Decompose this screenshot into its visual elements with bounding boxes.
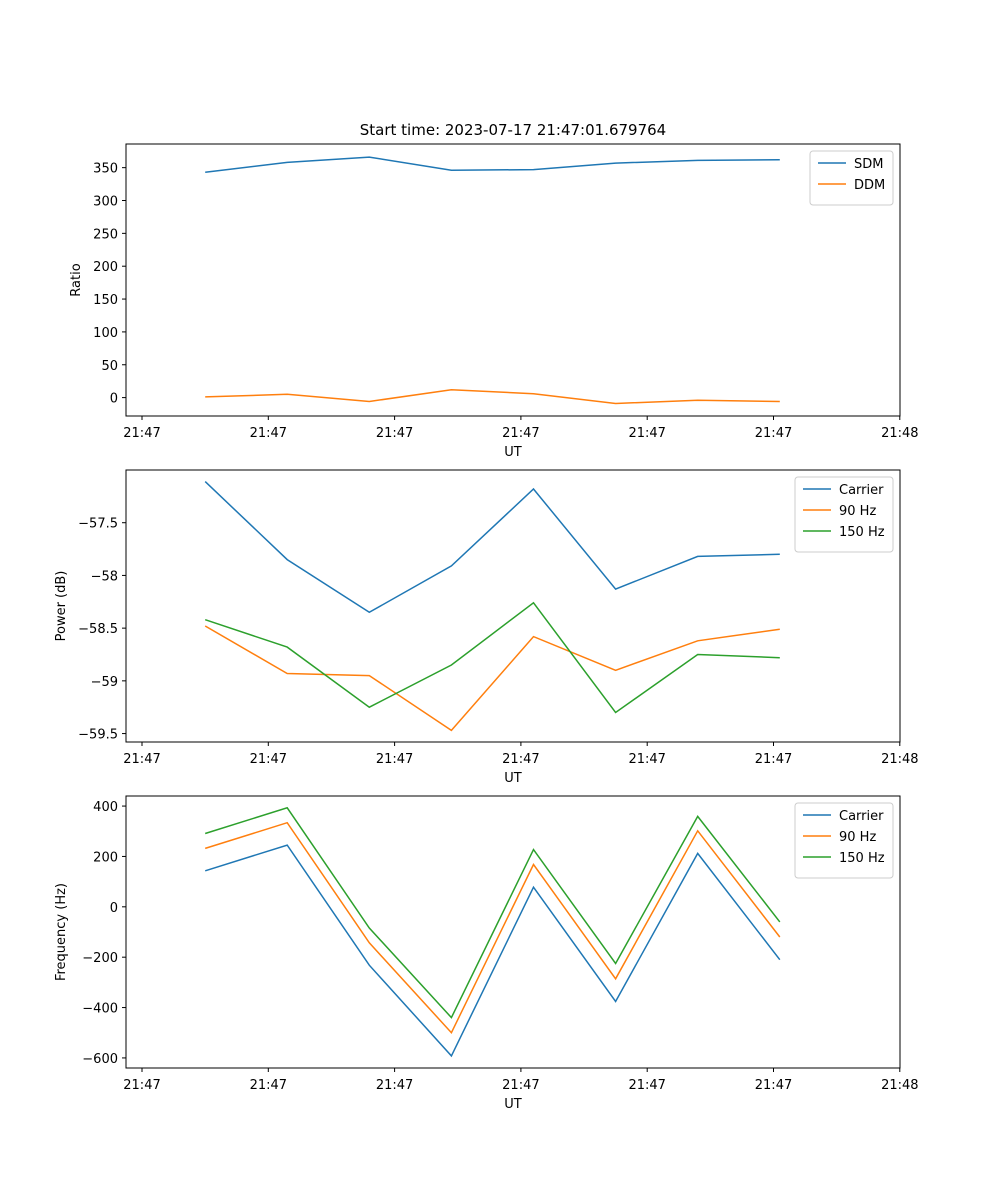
y-tick-label: −59	[91, 675, 118, 690]
legend-box	[794, 802, 894, 879]
axes-frame	[125, 143, 901, 417]
x-tick-label: 21:47	[628, 752, 665, 767]
legend-entry: DDM	[854, 178, 885, 193]
x-tick-label: 21:48	[881, 752, 918, 767]
x-tick-label: 21:47	[628, 1078, 665, 1093]
series-line-carrier	[204, 844, 781, 1058]
x-tick-label: 21:47	[755, 752, 792, 767]
legend-entry: 150 Hz	[839, 525, 885, 540]
y-tick-label: −400	[82, 1002, 118, 1017]
x-tick-label: 21:47	[755, 1078, 792, 1093]
x-tick-label: 21:47	[502, 752, 539, 767]
series-line-150-hz	[204, 601, 780, 714]
y-tick-label: 300	[93, 195, 118, 210]
y-axis-label: Power (dB)	[54, 571, 69, 642]
x-tick-label: 21:47	[376, 1078, 413, 1093]
x-tick-label: 21:47	[628, 426, 665, 441]
x-tick-label: 21:47	[123, 426, 160, 441]
series-line-ddm	[205, 388, 780, 405]
x-tick-label: 21:48	[881, 1078, 918, 1093]
legend: SDM DDM	[809, 150, 894, 206]
legend-entry: SDM	[854, 157, 883, 172]
x-tick-label: 21:47	[250, 1078, 287, 1093]
y-tick-label: −57.5	[78, 517, 118, 532]
chart-panel-3: 21:47 21:47 21:47 21:47 21:47 21:47 21:48 −600 −…	[54, 795, 919, 1112]
legend-entry: 90 Hz	[839, 504, 876, 519]
legend-entry: 150 Hz	[839, 851, 885, 866]
x-axis-label: UT	[504, 1097, 522, 1112]
series-line-90-hz	[204, 625, 780, 732]
chart-panel-1: 21:47 21:47 21:47 21:47 21:47 21:47 21:48 0 50 10…	[69, 143, 919, 460]
series-line-sdm	[205, 156, 780, 174]
legend-box	[809, 150, 894, 206]
y-tick-label: 350	[93, 162, 118, 177]
y-tick-label: 0	[110, 901, 118, 916]
x-tick-label: 21:47	[502, 1078, 539, 1093]
x-axis-label: UT	[504, 445, 522, 460]
y-tick-label: −58	[91, 569, 118, 584]
x-tick-label: 21:47	[250, 752, 287, 767]
y-tick-label: 150	[93, 293, 118, 308]
y-axis-label: Frequency (Hz)	[54, 883, 69, 981]
x-tick-label: 21:47	[376, 752, 413, 767]
series-line-90-hz	[204, 821, 781, 1035]
y-axis-label: Ratio	[69, 263, 84, 296]
y-tick-label: 50	[101, 359, 118, 374]
y-tick-label: −200	[82, 951, 118, 966]
x-tick-label: 21:47	[123, 752, 160, 767]
legend-entry: 90 Hz	[839, 830, 876, 845]
y-tick-label: 200	[93, 260, 118, 275]
x-tick-label: 21:47	[755, 426, 792, 441]
y-tick-label: 100	[93, 326, 118, 341]
y-tick-label: −58.5	[78, 622, 118, 637]
y-tick-label: 250	[93, 227, 118, 242]
y-tick-label: −600	[82, 1052, 118, 1067]
chart-title: Start time: 2023-07-17 21:47:01.679764	[360, 121, 666, 139]
x-tick-label: 21:47	[502, 426, 539, 441]
y-tick-label: 400	[93, 800, 118, 815]
y-tick-label: 0	[110, 392, 118, 407]
series-line-carrier	[204, 481, 780, 614]
x-tick-label: 21:47	[250, 426, 287, 441]
legend: Carrier 90 Hz 150 Hz	[794, 802, 894, 879]
series-line-150-hz	[204, 806, 781, 1019]
legend: Carrier 90 Hz 150 Hz	[794, 476, 894, 553]
x-tick-label: 21:47	[376, 426, 413, 441]
legend-entry: Carrier	[839, 483, 884, 498]
y-tick-label: 200	[93, 850, 118, 865]
x-axis-label: UT	[504, 771, 522, 786]
axes-frame	[125, 469, 901, 743]
x-tick-label: 21:48	[881, 426, 918, 441]
chart-panel-2: 21:47 21:47 21:47 21:47 21:47 21:47 21:48 −59.5…	[54, 469, 919, 786]
y-tick-label: −59.5	[78, 728, 118, 743]
axes-frame	[125, 795, 901, 1069]
legend-box	[794, 476, 894, 553]
legend-entry: Carrier	[839, 809, 884, 824]
x-tick-label: 21:47	[123, 1078, 160, 1093]
